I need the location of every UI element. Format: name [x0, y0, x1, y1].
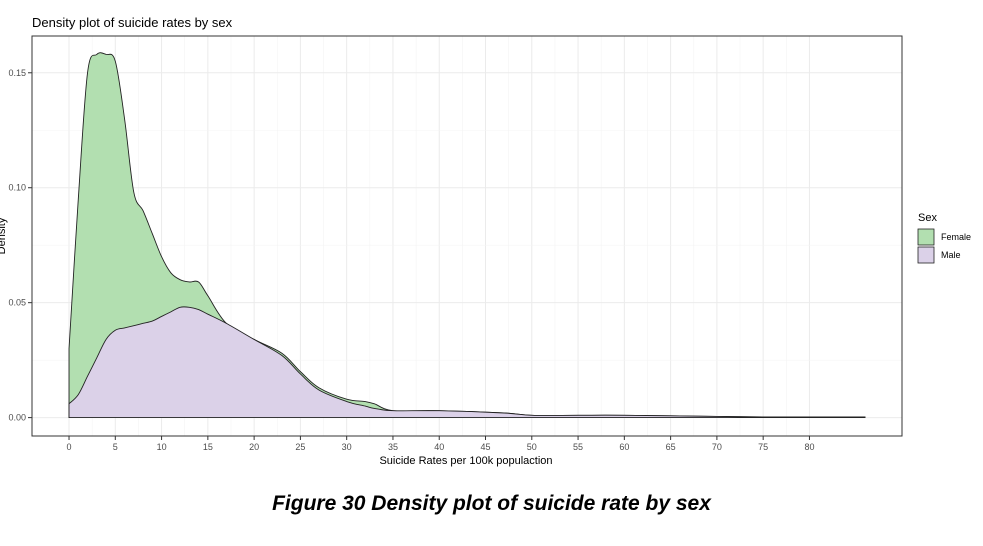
- x-tick-label: 35: [388, 442, 398, 452]
- grid: [32, 36, 902, 436]
- density-areas: [68, 52, 866, 419]
- x-tick-label: 60: [619, 442, 629, 452]
- x-tick-label: 45: [481, 442, 491, 452]
- x-tick-label: 65: [666, 442, 676, 452]
- plot-panel-border: [31, 35, 903, 437]
- legend-label-female: Female: [941, 232, 971, 242]
- axis-ticks: 0 5 10 15 20 25 30 35 40 45 50 55 60 65 70 75 80 0.00 0.05…: [8, 68, 814, 452]
- y-tick-label: 0.15: [8, 68, 26, 78]
- legend-label-male: Male: [941, 250, 961, 260]
- x-tick-label: 5: [113, 442, 118, 452]
- chart-title: Density plot of suicide rates by sex: [32, 15, 233, 30]
- legend-key-female: [917, 228, 935, 246]
- density-chart: Density plot of suicide rates by sex 0 5 1…: [0, 15, 971, 467]
- x-tick-label: 55: [573, 442, 583, 452]
- legend-key-male: [917, 246, 935, 264]
- y-tick-label: 0.10: [8, 183, 26, 193]
- y-tick-label: 0.05: [8, 298, 26, 308]
- density-area-male: [68, 306, 866, 419]
- x-tick-label: 80: [804, 442, 814, 452]
- x-tick-label: 75: [758, 442, 768, 452]
- x-axis-label: Suicide Rates per 100k populaction: [379, 455, 552, 467]
- y-tick-label: 0.00: [8, 413, 26, 423]
- y-axis-label: Density: [0, 217, 8, 254]
- x-tick-label: 40: [434, 442, 444, 452]
- x-tick-label: 30: [342, 442, 352, 452]
- x-tick-label: 25: [295, 442, 305, 452]
- x-tick-label: 70: [712, 442, 722, 452]
- x-tick-label: 50: [527, 442, 537, 452]
- legend: Sex Female Male: [917, 212, 971, 264]
- figure-caption: Figure 30 Density plot of suicide rate b…: [272, 492, 711, 515]
- x-tick-label: 0: [67, 442, 72, 452]
- x-tick-label: 10: [157, 442, 167, 452]
- x-tick-label: 15: [203, 442, 213, 452]
- x-tick-label: 20: [249, 442, 259, 452]
- legend-title: Sex: [918, 212, 937, 224]
